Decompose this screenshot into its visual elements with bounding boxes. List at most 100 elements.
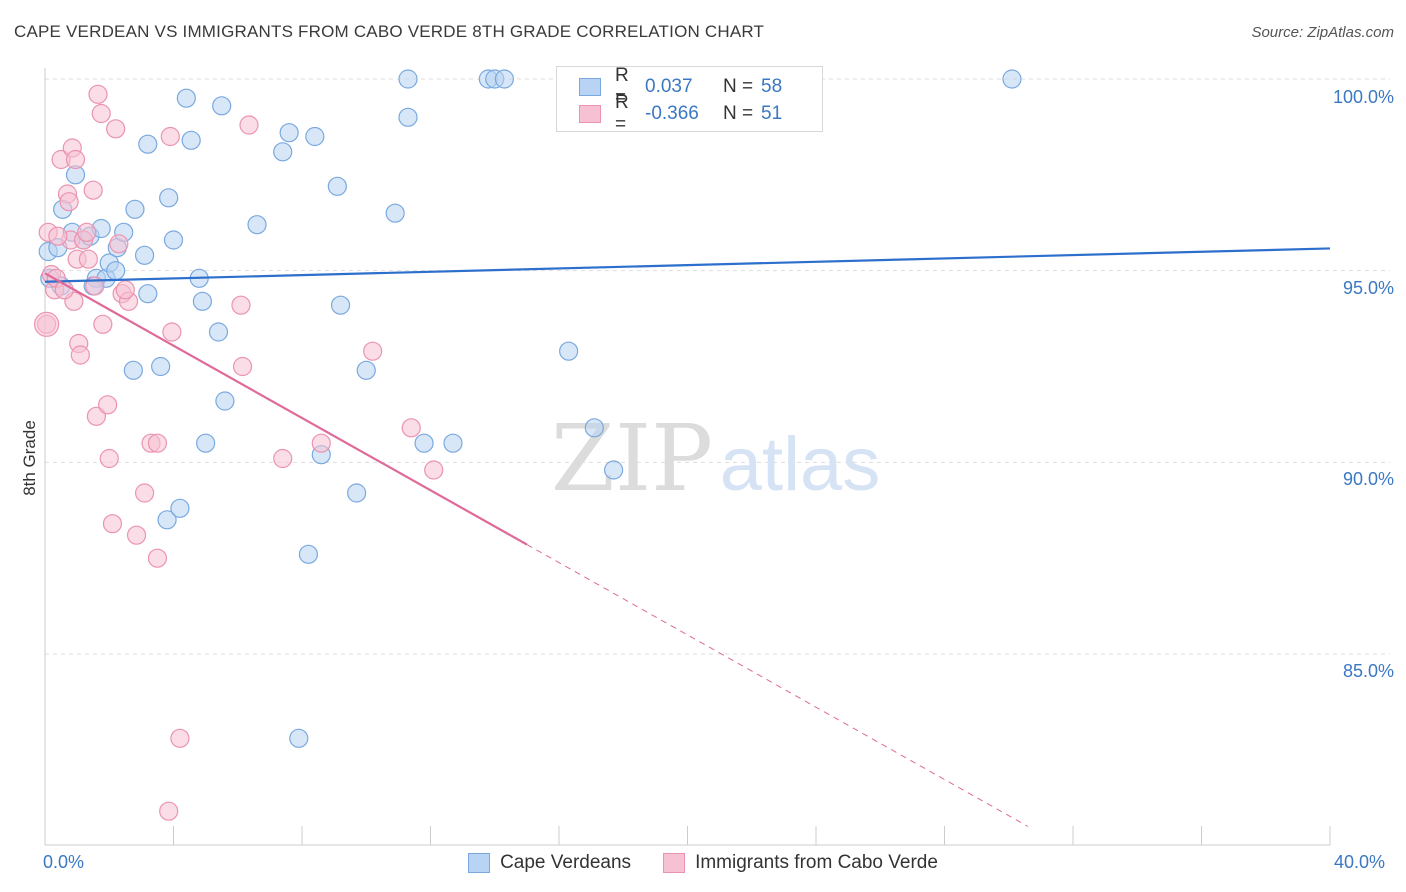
point-cape-verdean [138, 284, 158, 304]
point-cape-verdean [289, 728, 309, 748]
point-immigrant-cabo-verde [115, 280, 135, 300]
watermark-zip: ZIP [551, 405, 713, 512]
point-cape-verdean [494, 69, 514, 89]
legend-row-cape-verdeans: R = 0.037 N = 58 [579, 65, 783, 108]
correlation-legend: R = 0.037 N = 58 R = -0.366 N = 51 [556, 65, 823, 135]
point-immigrant-cabo-verde [424, 460, 444, 480]
point-immigrant-cabo-verde [239, 115, 259, 135]
point-immigrant-cabo-verde [363, 341, 383, 361]
trend-lines [44, 247, 1331, 827]
legend-label: Cape Verdeans [500, 852, 632, 873]
trend-line-immigrants-extrapolated [526, 544, 1029, 827]
gridlines [45, 78, 1390, 655]
point-cape-verdean [305, 126, 325, 147]
point-cape-verdean [273, 142, 293, 162]
legend-r-label: R = [615, 65, 629, 108]
point-cape-verdean [151, 356, 171, 377]
trend-line-cape-verdeans [44, 247, 1331, 283]
legend-item-immigrants[interactable]: Immigrants from Cabo Verde [663, 852, 938, 874]
point-immigrant-cabo-verde [86, 406, 107, 426]
point-cape-verdean [123, 360, 143, 380]
watermark-atlas: atlas [720, 422, 881, 507]
legend-swatch-blue [468, 853, 491, 873]
point-immigrant-cabo-verde [311, 433, 331, 453]
point-cape-verdean [443, 433, 463, 453]
legend-r-value: -0.366 [645, 103, 699, 124]
point-immigrant-cabo-verde [59, 192, 79, 212]
point-immigrant-cabo-verde [102, 514, 123, 534]
x-tick-min: 0.0% [43, 852, 85, 872]
legend-r-label: R = [615, 92, 629, 135]
point-cape-verdean [170, 498, 190, 518]
point-immigrant-cabo-verde [273, 448, 293, 469]
point-cape-verdean [134, 245, 155, 265]
point-cape-verdean [196, 433, 216, 453]
axes [44, 68, 1331, 846]
point-immigrant-cabo-verde [70, 345, 90, 365]
data-points [34, 69, 1022, 821]
point-cape-verdean [247, 215, 267, 235]
source-label: Source: ZipAtlas.com [1251, 24, 1394, 41]
legend-n-value: 51 [761, 103, 783, 124]
point-immigrant-cabo-verde [134, 483, 155, 503]
point-immigrant-cabo-verde [91, 103, 111, 124]
y-tick-100: 100.0% [1332, 87, 1394, 107]
point-immigrant-cabo-verde [401, 418, 421, 438]
trend-line-immigrants [44, 272, 528, 546]
point-cape-verdean [347, 483, 367, 503]
y-tick-95: 95.0% [1342, 278, 1394, 298]
point-cape-verdean [125, 199, 145, 219]
point-immigrant-cabo-verde [126, 525, 147, 545]
legend-r-value: 0.037 [645, 76, 693, 97]
point-cape-verdean [385, 203, 405, 223]
point-cape-verdean [356, 360, 376, 380]
point-cape-verdean [1002, 69, 1022, 89]
point-cape-verdean [298, 544, 319, 564]
point-immigrant-cabo-verde [109, 234, 129, 254]
point-cape-verdean [163, 230, 184, 250]
legend-n-label: N = [723, 103, 754, 124]
x-tick-max: 40.0% [1334, 852, 1386, 872]
point-immigrant-cabo-verde [99, 448, 119, 469]
point-immigrant-cabo-verde [231, 295, 251, 315]
legend-label: Immigrants from Cabo Verde [695, 852, 938, 873]
y-tick-90: 90.0% [1342, 469, 1394, 489]
point-immigrant-cabo-verde [93, 314, 113, 334]
point-immigrant-cabo-verde [162, 322, 182, 342]
legend-row-immigrants: R = -0.366 N = 51 [579, 92, 783, 135]
point-immigrant-cabo-verde [232, 356, 253, 377]
point-immigrant-cabo-verde [160, 126, 180, 147]
point-immigrant-cabo-verde [106, 119, 126, 139]
point-cape-verdean [138, 134, 158, 154]
legend-n-label: N = [723, 76, 754, 97]
point-cape-verdean [327, 176, 347, 196]
point-cape-verdean [159, 188, 179, 208]
point-immigrant-cabo-verde [147, 548, 168, 568]
point-cape-verdean [604, 460, 624, 480]
point-immigrant-cabo-verde [98, 395, 118, 415]
legend-item-cape-verdeans[interactable]: Cape Verdeans [468, 852, 631, 874]
point-immigrant-cabo-verde [34, 311, 60, 337]
point-cape-verdean [212, 96, 232, 116]
legend-swatch-pink [579, 105, 601, 123]
point-cape-verdean [181, 130, 201, 150]
legend-n-value: 58 [761, 76, 783, 97]
point-immigrant-cabo-verde [170, 728, 190, 748]
point-immigrant-cabo-verde [65, 149, 86, 170]
point-cape-verdean [208, 322, 229, 342]
point-cape-verdean [559, 341, 579, 361]
point-immigrant-cabo-verde [147, 433, 168, 453]
point-cape-verdean [215, 391, 235, 411]
point-cape-verdean [398, 107, 418, 127]
point-immigrant-cabo-verde [83, 180, 103, 200]
legend-swatch-blue [579, 78, 601, 96]
point-immigrant-cabo-verde [159, 801, 179, 821]
point-cape-verdean [584, 418, 604, 438]
point-immigrant-cabo-verde [88, 84, 108, 104]
point-cape-verdean [330, 295, 351, 315]
point-cape-verdean [157, 510, 177, 530]
y-tick-85: 85.0% [1342, 661, 1394, 681]
chart-title: CAPE VERDEAN VS IMMIGRANTS FROM CABO VER… [14, 22, 765, 41]
point-cape-verdean [414, 433, 434, 453]
